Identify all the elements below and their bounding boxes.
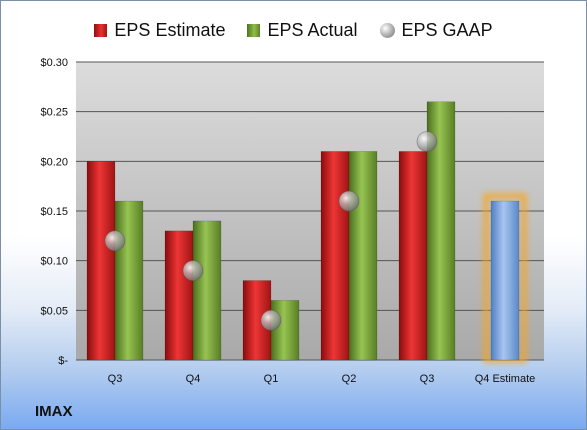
legend-label-eps-gaap: EPS GAAP xyxy=(401,19,493,40)
bar-eps-actual xyxy=(114,200,144,361)
bar-eps-actual xyxy=(192,220,222,361)
y-tick-label: $0.15 xyxy=(40,206,68,218)
bar-q4-estimate xyxy=(490,200,520,361)
x-axis-ticks: Q3 Q4 Q1 Q2 Q3 Q4 Estimate xyxy=(108,373,536,385)
legend-item-eps-actual: EPS Actual xyxy=(247,19,358,41)
bar-eps-estimate xyxy=(86,161,116,361)
legend-item-eps-gaap: EPS GAAP xyxy=(379,19,493,41)
gaap-points xyxy=(104,131,438,331)
y-tick-label: $0.10 xyxy=(40,256,68,268)
company-name: IMAX xyxy=(35,403,73,420)
x-tick-label: Q1 xyxy=(264,373,279,385)
point-eps-gaap xyxy=(260,309,282,331)
bar-eps-estimate xyxy=(320,151,350,361)
legend-swatch-eps-gaap xyxy=(379,22,395,38)
x-tick-label: Q4 xyxy=(186,373,201,385)
y-axis-ticks: $- $0.05 $0.10 $0.15 $0.20 $0.25 $0.30 xyxy=(40,57,68,367)
point-eps-gaap xyxy=(338,190,360,212)
bar-eps-estimate xyxy=(398,151,428,361)
bar-marks xyxy=(86,101,527,363)
x-tick-label: Q3 xyxy=(108,373,123,385)
bar-eps-estimate xyxy=(164,230,194,361)
bar-eps-actual xyxy=(270,300,300,361)
y-tick-label: $0.20 xyxy=(40,156,68,168)
point-eps-gaap xyxy=(416,131,438,152)
y-tick-label: $0.05 xyxy=(40,305,68,317)
legend-label-eps-actual: EPS Actual xyxy=(267,19,358,40)
grid-lines xyxy=(76,61,544,361)
y-tick-label: $0.30 xyxy=(40,57,68,69)
y-tick-label: $0.25 xyxy=(40,107,68,119)
x-tick-label: Q2 xyxy=(342,373,357,385)
bar-eps-actual xyxy=(348,151,378,361)
legend-swatch-eps-actual xyxy=(247,23,261,37)
point-eps-gaap xyxy=(104,230,126,252)
y-tick-label: $- xyxy=(58,355,68,367)
legend-item-eps-estimate: EPS Estimate xyxy=(94,20,225,41)
legend-swatch-eps-estimate xyxy=(94,23,108,37)
point-eps-gaap xyxy=(182,260,204,282)
chart-legend: EPS Estimate EPS Actual EPS GAAP xyxy=(1,15,586,45)
x-tick-label: Q4 Estimate xyxy=(475,373,536,385)
legend-label-eps-estimate: EPS Estimate xyxy=(114,19,226,40)
x-tick-label: Q3 xyxy=(420,373,435,385)
